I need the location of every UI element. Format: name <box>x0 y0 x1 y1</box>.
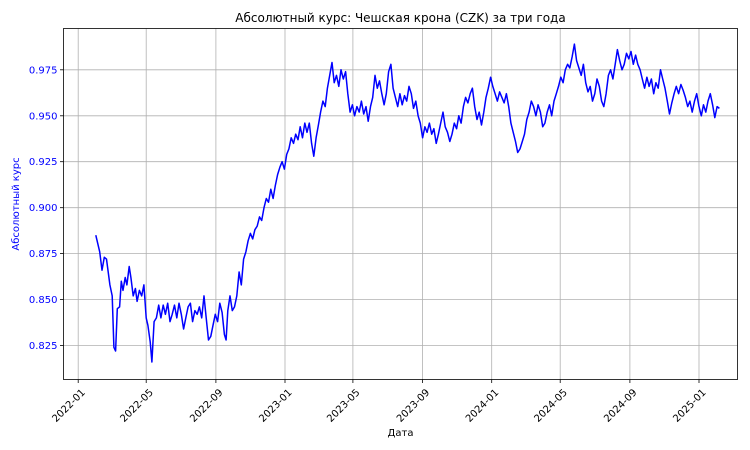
y-tick-label: 0.825 <box>29 341 58 352</box>
y-tick-label: 0.900 <box>29 203 58 214</box>
y-tick-label: 0.950 <box>29 111 58 122</box>
x-axis-label: Дата <box>388 428 414 439</box>
chart-title: Абсолютный курс: Чешская крона (CZK) за … <box>235 11 565 25</box>
y-tick-label: 0.875 <box>29 249 58 260</box>
y-axis-label: Абсолютный курс <box>11 157 22 250</box>
y-tick-label: 0.850 <box>29 295 58 306</box>
y-tick-label: 0.975 <box>29 65 58 76</box>
y-tick-label: 0.925 <box>29 157 58 168</box>
